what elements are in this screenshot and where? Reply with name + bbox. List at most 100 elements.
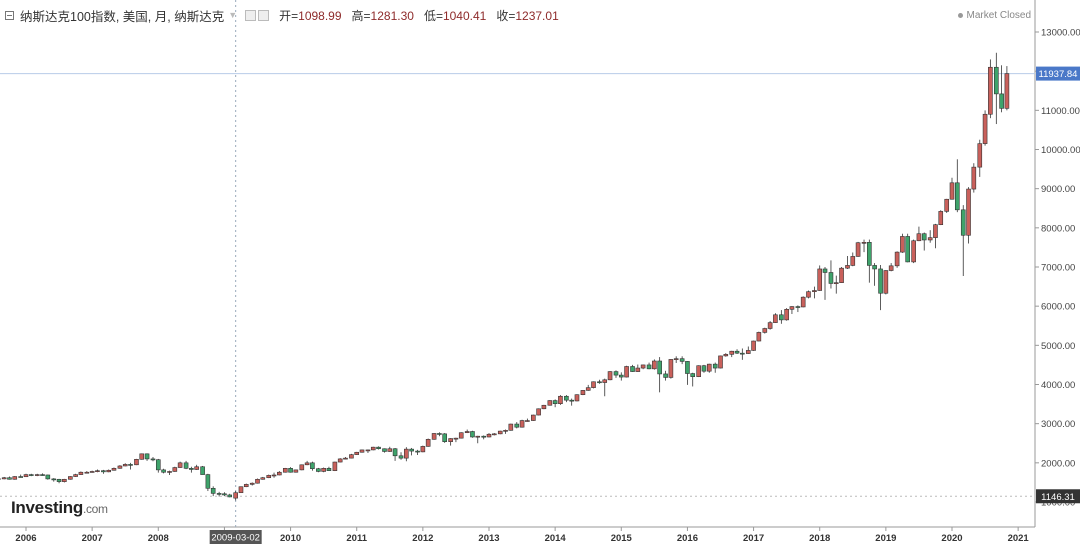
candle: [1004, 66, 1010, 111]
candle-body: [927, 237, 933, 241]
candle-body: [56, 478, 62, 482]
candle: [855, 241, 861, 257]
candle-body: [200, 466, 205, 475]
candle: [122, 463, 128, 467]
candle: [679, 356, 685, 365]
candle-body: [337, 458, 343, 463]
candle: [382, 448, 387, 453]
candle: [359, 449, 365, 453]
candle: [607, 371, 613, 381]
candle: [7, 476, 12, 480]
candle-body: [977, 143, 983, 168]
x-tick-label: 2012: [412, 533, 433, 544]
collapse-icon[interactable]: [5, 10, 14, 20]
candle-body: [448, 438, 453, 442]
x-tick-label: 2014: [545, 533, 567, 544]
candle-body: [106, 469, 111, 473]
toolbar-icons: [245, 9, 270, 21]
candle: [150, 456, 156, 462]
candle-body: [425, 439, 431, 447]
candle: [580, 389, 586, 396]
candle: [277, 471, 282, 476]
candle-body: [944, 198, 950, 212]
candle: [784, 308, 789, 321]
candle: [861, 239, 867, 253]
candle-body: [189, 468, 194, 470]
chevron-down-icon[interactable]: ▼: [228, 10, 238, 20]
candle-body: [503, 430, 508, 432]
candle-body: [668, 359, 674, 378]
candle: [845, 256, 850, 269]
candle: [288, 467, 293, 473]
candle-body: [574, 394, 580, 402]
y-tick-label: 10000.00: [1041, 145, 1080, 156]
candle: [618, 372, 624, 381]
crosshair-price-tag: [1036, 489, 1080, 504]
candle-body: [1, 477, 7, 480]
candle: [663, 370, 668, 381]
candle: [503, 429, 508, 434]
candle-body: [437, 433, 442, 435]
candle-body: [894, 251, 900, 267]
candle-body: [89, 471, 95, 473]
candle: [62, 478, 67, 483]
candle-body: [349, 454, 354, 459]
candle: [34, 473, 40, 477]
candle: [911, 239, 916, 264]
candle-body: [415, 450, 420, 453]
instrument-title: 纳斯达克100指数, 美国, 月, 纳斯达克: [20, 9, 225, 24]
candle-body: [729, 350, 735, 355]
candle-body: [155, 459, 161, 471]
candle: [921, 232, 927, 251]
candle: [999, 65, 1004, 113]
candle: [354, 451, 360, 455]
fullscreen-icon[interactable]: [258, 9, 270, 21]
candle-body: [536, 408, 541, 416]
candle: [640, 364, 646, 370]
candle-body: [288, 468, 293, 473]
candle-body: [652, 360, 657, 370]
x-tick-label: 2018: [809, 533, 830, 544]
candle: [155, 458, 161, 473]
candle: [299, 464, 305, 471]
candle: [409, 447, 414, 456]
candle: [602, 378, 608, 397]
candle: [326, 466, 332, 472]
candle: [514, 422, 520, 429]
candle-body: [122, 464, 128, 467]
candle: [872, 263, 877, 286]
candle: [630, 364, 635, 372]
candle: [332, 461, 338, 472]
candle: [762, 327, 768, 334]
candle: [779, 310, 784, 324]
candle-body: [921, 233, 927, 241]
candle: [558, 395, 563, 405]
candle: [547, 400, 553, 406]
candle: [734, 349, 740, 354]
candle: [867, 239, 872, 283]
candle-body: [458, 432, 464, 439]
candle: [585, 384, 591, 391]
candle: [266, 474, 272, 479]
y-tick-label: 8000.00: [1041, 223, 1075, 234]
settings-icon[interactable]: [245, 9, 257, 21]
candle-body: [150, 458, 156, 461]
candle: [337, 458, 343, 463]
candle: [78, 471, 84, 475]
candle: [144, 453, 150, 461]
candle-body: [988, 66, 993, 115]
candle-body: [971, 166, 977, 190]
candle-body: [657, 360, 662, 375]
candle-body: [855, 242, 861, 257]
candle: [574, 394, 580, 402]
candle: [624, 365, 629, 378]
candle: [404, 447, 409, 462]
candle: [833, 275, 839, 294]
candle: [635, 364, 641, 372]
candle-body: [663, 373, 668, 378]
candle: [729, 350, 735, 358]
candle: [541, 404, 547, 410]
candle: [982, 110, 988, 146]
crosshair-date-tag: [209, 530, 262, 544]
